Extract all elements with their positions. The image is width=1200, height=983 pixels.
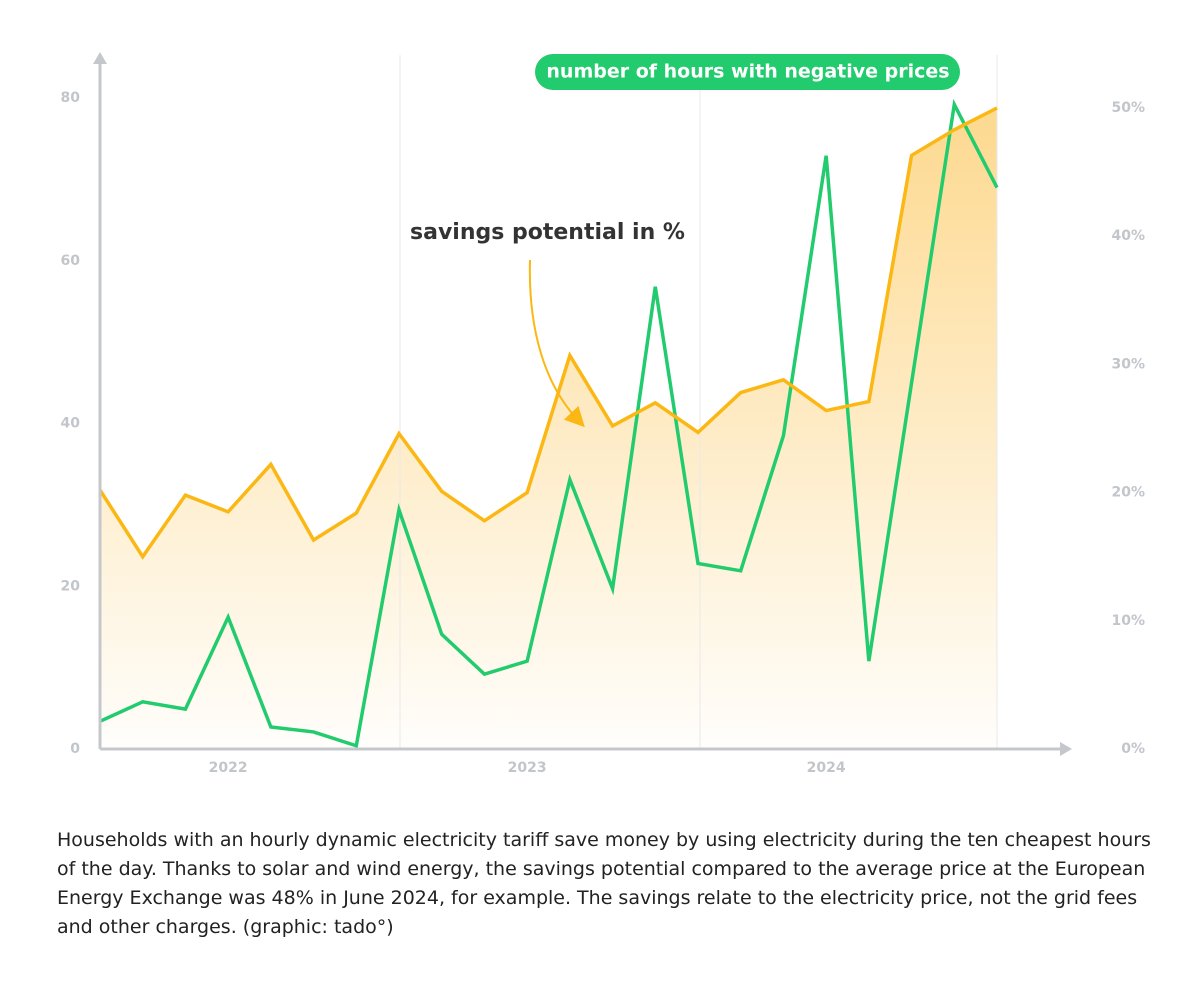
chart: number of hours with negative prices sav… [61, 52, 1145, 776]
x-tick-label: 2023 [508, 760, 547, 776]
x-tick-label: 2024 [807, 760, 846, 776]
y2-tick-label: 30% [1111, 356, 1145, 372]
line-layer [98, 98, 999, 749]
annotation-arrow [528, 259, 585, 428]
y2-tick-label: 0% [1121, 741, 1145, 757]
legend-pill [535, 54, 960, 90]
y-tick-label: 20 [61, 578, 81, 594]
y2-tick-label: 40% [1111, 228, 1145, 244]
annotation: savings potential in % [410, 220, 685, 245]
legend-label: number of hours with negative prices [546, 61, 949, 83]
y-tick-label: 60 [61, 253, 81, 269]
caption: Households with an hourly dynamic electr… [57, 829, 1151, 938]
x-axis-arrow [1060, 742, 1072, 756]
y2-tick-label: 10% [1111, 613, 1145, 629]
series-line [99, 98, 999, 749]
y-tick-label: 0 [70, 741, 80, 757]
y-tick-label: 80 [61, 90, 81, 106]
y-axis-arrow [93, 52, 107, 64]
series-line [98, 106, 998, 560]
y2-tick-label: 50% [1111, 100, 1145, 116]
x-tick-label: 2022 [209, 760, 248, 776]
y-tick-label: 40 [61, 416, 81, 432]
y2-tick-label: 20% [1111, 485, 1145, 501]
